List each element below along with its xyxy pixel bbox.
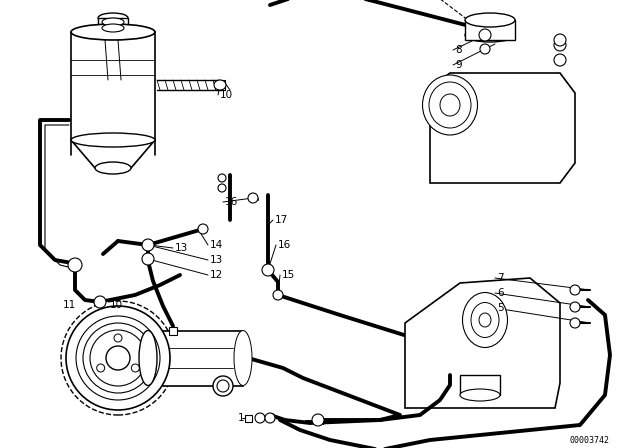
Text: 2: 2 <box>268 413 275 423</box>
Polygon shape <box>430 73 575 183</box>
Text: 13: 13 <box>210 255 223 265</box>
Text: 6: 6 <box>497 288 504 298</box>
Text: 12: 12 <box>210 270 223 280</box>
Ellipse shape <box>440 94 460 116</box>
Ellipse shape <box>102 24 124 32</box>
Ellipse shape <box>465 28 515 42</box>
Ellipse shape <box>460 389 500 401</box>
Ellipse shape <box>98 27 128 37</box>
Circle shape <box>131 364 140 372</box>
Ellipse shape <box>139 331 157 385</box>
Circle shape <box>142 239 154 251</box>
Bar <box>169 327 177 335</box>
Text: 3: 3 <box>255 413 262 423</box>
Text: 11: 11 <box>63 300 76 310</box>
Circle shape <box>479 29 491 41</box>
Circle shape <box>480 44 490 54</box>
Text: 7: 7 <box>497 273 504 283</box>
Circle shape <box>248 193 258 203</box>
Text: 13: 13 <box>175 243 188 253</box>
Bar <box>98 18 128 32</box>
Circle shape <box>68 258 82 272</box>
Text: 17: 17 <box>275 215 288 225</box>
Ellipse shape <box>98 13 128 23</box>
Circle shape <box>76 316 160 400</box>
Circle shape <box>255 413 265 423</box>
Circle shape <box>66 306 170 410</box>
Bar <box>244 414 252 422</box>
Text: 16: 16 <box>225 197 238 207</box>
Circle shape <box>114 334 122 342</box>
Circle shape <box>218 184 226 192</box>
Circle shape <box>198 224 208 234</box>
Circle shape <box>265 413 275 423</box>
Bar <box>215 80 225 90</box>
Ellipse shape <box>479 313 491 327</box>
Text: 14: 14 <box>210 240 223 250</box>
Circle shape <box>218 174 226 182</box>
Bar <box>460 375 500 395</box>
Ellipse shape <box>95 162 131 174</box>
Ellipse shape <box>463 293 508 348</box>
Ellipse shape <box>465 13 515 27</box>
Circle shape <box>554 34 566 46</box>
Ellipse shape <box>214 80 226 90</box>
Text: 16: 16 <box>278 240 291 250</box>
Ellipse shape <box>102 18 124 26</box>
Text: 10: 10 <box>220 90 233 100</box>
Circle shape <box>312 414 324 426</box>
Circle shape <box>97 364 105 372</box>
Text: 1: 1 <box>238 413 244 423</box>
Circle shape <box>570 302 580 312</box>
Circle shape <box>262 264 274 276</box>
Text: 15: 15 <box>282 270 295 280</box>
Circle shape <box>83 323 153 393</box>
Ellipse shape <box>422 75 477 135</box>
Bar <box>148 331 243 386</box>
Circle shape <box>570 318 580 328</box>
Circle shape <box>217 380 229 392</box>
Circle shape <box>273 290 283 300</box>
Polygon shape <box>405 278 560 408</box>
Circle shape <box>213 376 233 396</box>
Ellipse shape <box>71 24 155 40</box>
Circle shape <box>90 330 146 386</box>
Circle shape <box>94 296 106 308</box>
Ellipse shape <box>71 133 155 147</box>
Text: 10: 10 <box>110 300 123 310</box>
Bar <box>465 20 515 40</box>
Circle shape <box>142 253 154 265</box>
Text: 5: 5 <box>497 303 504 313</box>
Circle shape <box>554 39 566 51</box>
Text: 4: 4 <box>318 417 324 427</box>
Text: 8: 8 <box>455 45 461 55</box>
Ellipse shape <box>471 302 499 337</box>
Text: 9: 9 <box>455 60 461 70</box>
Circle shape <box>61 301 175 415</box>
Text: 00003742: 00003742 <box>570 435 610 444</box>
Ellipse shape <box>429 82 471 128</box>
Ellipse shape <box>234 331 252 385</box>
Circle shape <box>554 54 566 66</box>
Circle shape <box>570 285 580 295</box>
Circle shape <box>106 346 130 370</box>
